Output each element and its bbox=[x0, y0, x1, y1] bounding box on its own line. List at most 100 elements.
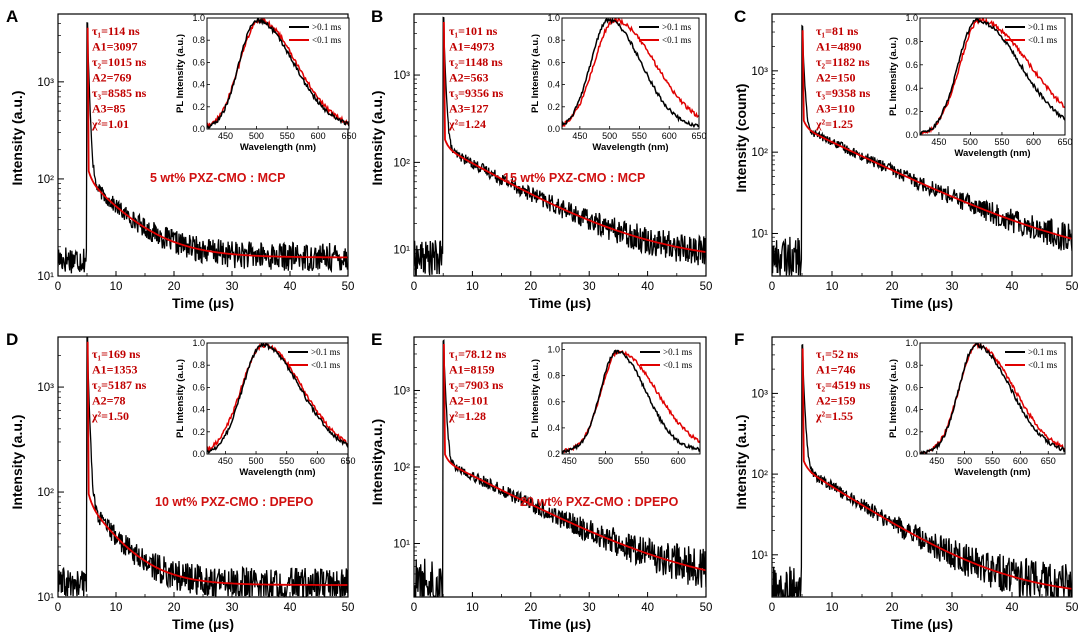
inset-bg bbox=[207, 343, 348, 454]
inset-x-tick-label: 650 bbox=[1057, 137, 1072, 147]
fit-param: τ₁=101 ns bbox=[449, 24, 498, 38]
x-tick-label: 0 bbox=[55, 602, 61, 614]
panel-f: F 0 10 20 30 40 50 10¹ 10² 10³ Time (μs) Intensity … bbox=[733, 330, 1078, 632]
y-tick-label: 10² bbox=[751, 469, 768, 481]
sample-label: 5 wt% PXZ-CMO : MCP bbox=[150, 171, 285, 185]
inset-spectrum bbox=[207, 18, 349, 129]
x-tick-label: 10 bbox=[110, 602, 123, 614]
x-tick-label: 20 bbox=[886, 281, 899, 293]
legend-label: <0.1 ms bbox=[311, 360, 341, 370]
inset-bg bbox=[562, 18, 699, 129]
panel-letter: B bbox=[371, 7, 383, 26]
fit-param: χ²=1.50 bbox=[91, 409, 129, 423]
x-tick-label: 10 bbox=[110, 281, 123, 293]
y-tick-label: 10¹ bbox=[37, 592, 54, 604]
inset-x-tick-label: 550 bbox=[985, 456, 1000, 466]
inset-y-tick-label: 0.8 bbox=[192, 35, 205, 45]
inset-spectrum bbox=[920, 343, 1065, 454]
decay-series bbox=[58, 337, 348, 597]
inset-frame bbox=[561, 342, 701, 455]
x-axis-label: Time (μs) bbox=[529, 295, 591, 311]
inset-y-tick-label: 0.4 bbox=[905, 83, 918, 93]
legend-label: <0.1 ms bbox=[312, 35, 342, 45]
inset-frame bbox=[561, 17, 700, 130]
inset-y-tick-label: 0.8 bbox=[905, 36, 918, 46]
inset-x-tick-label: 550 bbox=[632, 131, 647, 141]
panel-letter: F bbox=[734, 330, 744, 349]
panel-a: A 0 10 20 30 40 50 10¹ 10² 10³ Time (μs) Intensity … bbox=[6, 7, 357, 311]
inset-bg bbox=[920, 18, 1065, 135]
inset-x-tick-label: 650 bbox=[341, 131, 356, 141]
inset-y-tick-label: 0.0 bbox=[547, 124, 560, 134]
x-tick-label: 0 bbox=[411, 281, 417, 293]
fit-param: A3=110 bbox=[816, 102, 855, 116]
y-tick-label: 10¹ bbox=[751, 228, 768, 240]
inset-x-tick-label: 500 bbox=[957, 456, 972, 466]
x-tick-label: 50 bbox=[342, 281, 355, 293]
panel-c: C 0 10 20 30 40 50 10¹ 10² 10³ Time (μs) Intensity … bbox=[733, 7, 1078, 311]
inset-y-tick-label: 0.2 bbox=[192, 102, 205, 112]
decay-series bbox=[414, 16, 706, 276]
inset-x-tick-label: 450 bbox=[572, 131, 587, 141]
x-axis-label: Time (μs) bbox=[172, 616, 234, 632]
inset-x-tick-label: 600 bbox=[1026, 137, 1041, 147]
x-tick-label: 40 bbox=[1006, 602, 1019, 614]
x-tick-label: 20 bbox=[524, 281, 537, 293]
y-axis-label: Intensity (a.u.) bbox=[733, 415, 749, 510]
y-tick-label: 10³ bbox=[37, 382, 54, 394]
fit-param: A1=3097 bbox=[92, 40, 138, 54]
inset-y-tick-label: 0.6 bbox=[547, 57, 560, 67]
decay-series bbox=[58, 22, 348, 274]
inset-y-tick-label: 0.2 bbox=[905, 427, 918, 437]
legend-label: <0.1 ms bbox=[663, 360, 693, 370]
y-tick-label: 10¹ bbox=[751, 550, 768, 562]
fit-param: A2=769 bbox=[92, 71, 132, 85]
fit-param: A1=1353 bbox=[92, 363, 138, 377]
inset: 450 500 550 600 650 0.0 0.2 0.4 0.6 0.8 1.0 Wavelen… bbox=[888, 338, 1066, 478]
y-tick-label: 10³ bbox=[751, 66, 768, 78]
sample-label: 10 wt% PXZ-CMO : DPEPO bbox=[155, 495, 314, 509]
fit-param: A2=101 bbox=[449, 394, 489, 408]
fit-param: A3=85 bbox=[92, 102, 126, 116]
x-tick-label: 40 bbox=[1006, 281, 1019, 293]
inset-y-axis-label: PL Intensity (a.u.) bbox=[888, 37, 899, 116]
fit-param: τ₂=1148 ns bbox=[449, 55, 503, 69]
x-tick-label: 30 bbox=[946, 602, 959, 614]
fit-series bbox=[443, 343, 706, 572]
fit-series bbox=[801, 30, 1072, 240]
y-axis-label: Intensity (a.u.) bbox=[369, 91, 385, 186]
fit-param: A2=563 bbox=[449, 71, 489, 85]
legend-label: >0.1 ms bbox=[1028, 347, 1058, 357]
fit-param: τ₁=52 ns bbox=[816, 347, 859, 361]
inset-x-tick-label: 450 bbox=[218, 131, 233, 141]
x-tick-label: 50 bbox=[700, 602, 713, 614]
x-tick-label: 40 bbox=[284, 281, 297, 293]
inset-x-tick-label: 600 bbox=[671, 456, 686, 466]
fit-series bbox=[801, 348, 1072, 590]
inset-x-tick-label: 600 bbox=[311, 131, 326, 141]
legend-label: >0.1 ms bbox=[1028, 22, 1058, 32]
y-axis-label: Intensity (a.u.) bbox=[9, 91, 25, 186]
y-tick-label: 10³ bbox=[751, 388, 768, 400]
inset-y-tick-label: 0.0 bbox=[192, 449, 205, 459]
fit-param: χ²=1.55 bbox=[815, 409, 853, 423]
inset-y-axis-label: PL Intensity (a.u.) bbox=[175, 359, 186, 438]
sample-label: 20 wt% PXZ-CMO : DPEPO bbox=[520, 495, 679, 509]
inset-y-tick-label: 0.8 bbox=[547, 35, 560, 45]
inset-x-tick-label: 450 bbox=[562, 456, 577, 466]
y-axis-label: Intensity (a.u.) bbox=[9, 415, 25, 510]
inset-y-tick-label: 0.2 bbox=[547, 102, 560, 112]
fit-param: τ₂=4519 ns bbox=[816, 378, 871, 392]
inset-y-tick-label: 0.6 bbox=[192, 57, 205, 67]
inset-x-tick-label: 500 bbox=[602, 131, 617, 141]
legend-label: <0.1 ms bbox=[1028, 360, 1058, 370]
x-tick-label: 50 bbox=[1066, 281, 1079, 293]
inset-y-tick-label: 1.0 bbox=[547, 13, 560, 23]
inset-y-tick-label: 0.2 bbox=[192, 427, 205, 437]
inset-y-tick-label: 0.2 bbox=[547, 449, 560, 459]
fit-param: χ²=1.28 bbox=[448, 409, 486, 423]
x-tick-label: 30 bbox=[583, 602, 596, 614]
sample-label: 15 wt% PXZ-CMO : MCP bbox=[503, 171, 645, 185]
fit-param: χ²=1.25 bbox=[815, 117, 853, 131]
inset-x-tick-label: 600 bbox=[1013, 456, 1028, 466]
